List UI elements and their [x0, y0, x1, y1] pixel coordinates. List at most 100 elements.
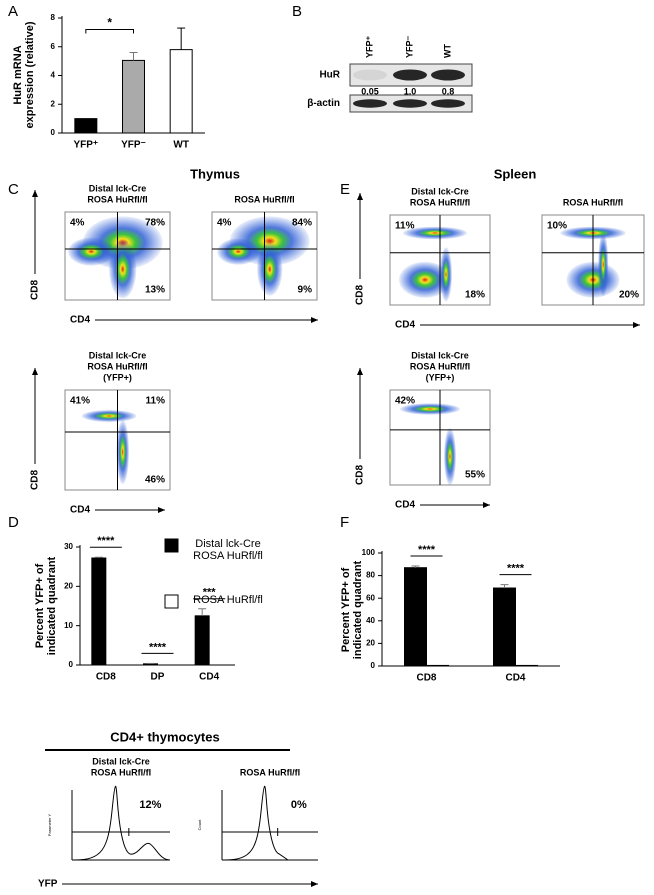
density [440, 247, 452, 302]
significance: **** [507, 563, 525, 575]
bar [74, 118, 98, 134]
y-tick-label: 20 [366, 639, 375, 648]
significance: **** [418, 544, 436, 556]
y-tick-label: 30 [64, 542, 73, 551]
quadrant-percent: 10% [547, 221, 567, 232]
histogram-curve [223, 785, 289, 861]
blot-band [393, 69, 427, 81]
y-tick-label: 0 [371, 661, 376, 670]
bar [404, 567, 427, 667]
histogram-curve [73, 785, 171, 861]
quadrant-percent: 46% [145, 475, 165, 486]
y-tick-label: 4 [51, 71, 56, 80]
plot-label: ROSA HuRfl/fl [563, 197, 623, 207]
x-axis-label: CD4 [395, 500, 415, 511]
significance-bracket [85, 29, 134, 34]
quantification: 1.0 [404, 86, 417, 96]
x-axis-label: CD4 [395, 320, 415, 331]
plot-label: Distal lck-Cre [89, 183, 147, 193]
density [399, 261, 451, 298]
blot-band [353, 99, 387, 108]
y-tick-label: 10 [64, 621, 73, 630]
y-tick-label: 0 [69, 660, 74, 669]
legend-label: ROSA HuRfl/fl [193, 594, 263, 606]
error-bar [198, 608, 207, 616]
error-bar [500, 584, 509, 589]
x-axis-label: CD4 [70, 315, 90, 326]
gate-percent: 12% [139, 799, 161, 811]
bar [143, 663, 158, 666]
plot-label: ROSA HuRfl/fl [240, 767, 300, 777]
significance: *** [203, 587, 217, 599]
density [400, 403, 460, 415]
density [403, 226, 467, 240]
histogram-title: CD4+ thymocytes [110, 729, 219, 744]
plot-label: (YFP+) [103, 372, 132, 382]
y-tick-label: 2 [51, 99, 56, 108]
x-axis-label: YFP [38, 879, 58, 890]
quadrant-percent: 18% [465, 290, 485, 301]
y-tick-label: 0 [51, 128, 56, 137]
x-tick-label: YFP⁺ [73, 140, 98, 151]
quadrant-percent: 9% [298, 285, 313, 296]
x-tick-label: YFP⁻ [121, 140, 146, 151]
panel-letter: E [340, 181, 350, 198]
bar [91, 557, 107, 666]
y-axis-label: Percent YFP+ of indicated quadrant [340, 560, 364, 660]
density [598, 233, 609, 296]
plot-label: Distal lck-Cre [411, 350, 469, 360]
hist-y-label: Parameter Y [47, 813, 52, 836]
plot-label: Distal lck-Cre [89, 350, 147, 360]
plot-label: ROSA HuRfl/fl [87, 361, 147, 371]
quadrant-percent: 11% [395, 221, 415, 232]
plot-label: Distal lck-Cre [92, 756, 150, 766]
plot-label: ROSA HuRfl/fl [91, 767, 151, 777]
y-tick-label: 80 [366, 571, 375, 580]
plot-label: Distal lck-Cre [411, 186, 469, 196]
legend-swatch [164, 594, 179, 609]
plot-label: ROSA HuRfl/fl [234, 194, 294, 204]
quadrant-percent: 4% [70, 218, 85, 229]
x-axis-label: CD4 [70, 505, 90, 516]
y-axis-label: HuR mRNA expression (relative) [12, 21, 36, 129]
error-bar [129, 52, 138, 61]
gate-percent: 0% [291, 799, 307, 811]
density [68, 237, 115, 266]
lane-label: YFP⁻ [404, 35, 414, 58]
density [257, 242, 283, 296]
y-tick-label: 6 [51, 42, 56, 51]
y-axis-label: CD8 [355, 285, 366, 305]
quadrant-percent: 11% [146, 396, 166, 407]
bar [122, 59, 145, 134]
lane-label: YFP⁺ [364, 35, 374, 58]
panel-letter: C [8, 181, 19, 198]
significance: **** [97, 535, 115, 547]
quadrant-percent: 13% [145, 285, 165, 296]
bar [515, 664, 538, 667]
panel-letter: F [340, 514, 349, 531]
x-tick-label: CD8 [96, 672, 116, 683]
panel-letter: B [292, 3, 302, 20]
x-tick-label: CD8 [416, 673, 436, 684]
x-tick-label: CD4 [505, 673, 525, 684]
panel-letter: A [8, 3, 18, 20]
y-axis-label: CD8 [30, 280, 41, 300]
density [217, 238, 260, 265]
x-tick-label: CD4 [199, 672, 219, 683]
tissue-title: Spleen [494, 166, 537, 181]
x-tick-label: DP [151, 672, 165, 683]
legend-swatch [164, 538, 179, 553]
quantification: 0.05 [361, 86, 379, 96]
quadrant-percent: 4% [217, 218, 232, 229]
quantification: 0.8 [442, 86, 455, 96]
quadrant-percent: 20% [619, 290, 639, 301]
error-bar [411, 565, 420, 568]
error-bar [177, 27, 186, 50]
plot-label: (YFP+) [426, 372, 455, 382]
significance: * [107, 16, 112, 30]
quadrant-percent: 41% [70, 396, 90, 407]
quadrant-percent: 78% [145, 218, 165, 229]
density [116, 420, 130, 484]
quadrant-percent: 42% [395, 396, 415, 407]
